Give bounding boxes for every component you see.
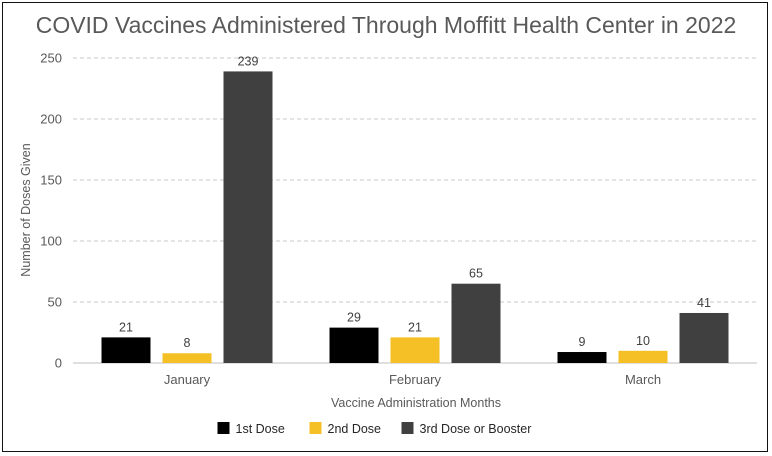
bar [223, 71, 273, 364]
y-axis-label: Number of Doses Given [19, 143, 33, 276]
y-tick-label: 200 [40, 112, 62, 127]
x-axis-ticks: January February March [164, 372, 661, 387]
bar [557, 352, 607, 363]
gridlines [73, 57, 757, 303]
y-tick-label: 250 [40, 51, 62, 66]
bar [390, 337, 440, 363]
x-tick-label: February [389, 372, 442, 387]
data-label: 41 [697, 296, 711, 310]
data-label: 8 [184, 336, 191, 350]
data-label: 65 [469, 267, 483, 281]
chart-title: COVID Vaccines Administered Through Moff… [36, 12, 737, 38]
y-tick-label: 100 [40, 234, 62, 249]
legend: 1st Dose 2nd Dose 3rd Dose or Booster [217, 422, 532, 436]
y-axis-ticks: 0 50 100 150 200 250 [40, 51, 62, 371]
data-label: 9 [579, 335, 586, 349]
data-label: 10 [636, 334, 650, 348]
data-label: 21 [408, 320, 422, 334]
bars: 21 8 239 29 21 65 9 10 41 [101, 54, 729, 364]
legend-swatch [217, 422, 230, 434]
bar [451, 283, 501, 363]
y-tick-label: 50 [48, 295, 62, 310]
bar [162, 353, 212, 363]
y-tick-label: 150 [40, 173, 62, 188]
legend-swatch [309, 422, 322, 434]
data-label: 21 [119, 320, 133, 334]
data-label: 29 [347, 311, 361, 325]
chart-frame [2, 2, 768, 452]
bar [329, 327, 379, 363]
bar [679, 312, 729, 363]
legend-label: 2nd Dose [328, 422, 382, 436]
bar [101, 337, 151, 363]
x-tick-label: January [164, 372, 211, 387]
legend-label: 3rd Dose or Booster [420, 422, 532, 436]
y-tick-label: 0 [55, 356, 62, 371]
legend-swatch [401, 422, 414, 434]
x-tick-label: March [625, 372, 661, 387]
legend-label: 1st Dose [236, 422, 285, 436]
data-label: 239 [238, 54, 259, 68]
bar [618, 350, 668, 363]
x-axis-label: Vaccine Administration Months [331, 396, 501, 410]
